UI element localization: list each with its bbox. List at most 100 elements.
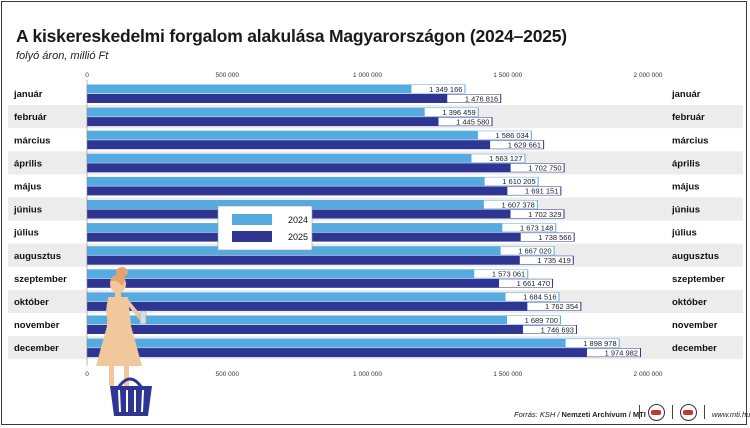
category-label-left: február (14, 112, 47, 123)
category-label-right: március (672, 135, 708, 146)
value-label-2024-9: 1 573 061 (492, 270, 525, 279)
value-label-bg (510, 210, 564, 218)
value-label-2025-5: 1 691 151 (525, 187, 558, 196)
tick-label-top: 1 500 000 (493, 72, 522, 79)
value-label-bg (519, 256, 573, 265)
value-label-2024-8: 1 667 020 (518, 247, 551, 256)
bar-2025-5 (87, 186, 562, 196)
tick-label-top: 0 (85, 72, 89, 79)
bar-2024-7 (87, 223, 557, 233)
category-label-right: június (671, 205, 700, 216)
tick-label-bottom: 1 500 000 (493, 371, 522, 378)
category-label-left: október (14, 297, 49, 308)
category-label-right: január (671, 89, 701, 100)
source-credit: Forrás: KSH / Nemzeti Archívum / MTI (514, 410, 646, 419)
value-label-2024-4: 1 563 127 (489, 154, 522, 163)
bar-2024-2 (87, 107, 479, 117)
value-label-2025-8: 1 735 419 (537, 256, 570, 265)
category-label-right: október (672, 297, 707, 308)
value-label-bg (483, 200, 537, 209)
bar-2025-2 (87, 117, 493, 127)
bar-2024-12 (87, 338, 620, 348)
category-label-right: július (671, 228, 697, 239)
shopping-woman-illustration (96, 267, 147, 386)
category-label-left: március (14, 135, 50, 146)
bar-2025-7 (87, 232, 575, 242)
value-label-2024-1: 1 349 166 (429, 85, 462, 94)
footer-separator (639, 405, 640, 419)
category-label-right: november (672, 320, 718, 331)
value-label-2024-6: 1 607 378 (501, 200, 534, 209)
bar-2025-11 (87, 325, 577, 334)
value-label-2025-9: 1 661 470 (517, 279, 550, 288)
value-label-2025-4: 1 702 750 (528, 164, 561, 173)
tick-label-bottom: 1 000 000 (353, 371, 382, 378)
value-label-bg (527, 302, 581, 311)
category-label-left: május (14, 181, 41, 192)
category-label-right: február (672, 112, 705, 123)
value-label-bg (438, 117, 492, 126)
bar-2025-1 (87, 94, 502, 103)
value-label-bg (499, 279, 553, 288)
bar-2024-8 (87, 246, 555, 256)
category-label-right: december (672, 343, 717, 354)
bar-2024-11 (87, 315, 561, 325)
bar-2024-9 (87, 269, 529, 279)
tick-label-top: 2 000 000 (634, 72, 663, 79)
bar-2024-5 (87, 176, 539, 186)
value-label-bg (490, 140, 544, 149)
chart-subtitle: folyó áron, millió Ft (16, 50, 109, 62)
value-label-bg (586, 348, 640, 357)
mti-logo-icon (648, 404, 665, 421)
value-label-2025-12: 1 974 982 (605, 348, 638, 357)
value-label-bg (522, 325, 576, 334)
value-label-2025-3: 1 629 661 (508, 141, 541, 150)
value-label-bg (565, 339, 619, 348)
bar-2025-10 (87, 301, 582, 311)
value-label-2025-11: 1 746 693 (541, 325, 574, 334)
tick-label-bottom: 500 000 (216, 371, 240, 378)
value-label-bg (500, 246, 554, 255)
category-label-right: május (672, 181, 699, 192)
category-label-left: augusztus (14, 251, 61, 262)
value-label-2025-1: 1 476 816 (465, 94, 498, 103)
category-label-left: december (14, 343, 59, 354)
shopping-basket-icon (110, 377, 152, 416)
value-label-bg (484, 177, 538, 186)
bar-2025-3 (87, 140, 545, 150)
bar-2024-1 (87, 84, 466, 94)
footer-separator (672, 405, 673, 419)
bar-2025-9 (87, 278, 554, 288)
category-label-left: július (13, 228, 39, 239)
value-label-bg (507, 186, 561, 195)
value-label-2025-10: 1 762 354 (545, 302, 578, 311)
legend-label-2024: 2024 (288, 215, 308, 225)
category-label-right: augusztus (672, 251, 719, 262)
category-label-right: szeptember (672, 274, 725, 285)
category-label-left: április (14, 158, 42, 169)
bar-2025-4 (87, 163, 565, 173)
tick-label-top: 1 000 000 (353, 72, 382, 79)
category-label-right: április (672, 158, 700, 169)
value-label-2025-2: 1 445 580 (456, 117, 489, 126)
value-label-2024-7: 1 673 148 (520, 223, 553, 232)
value-label-2024-3: 1 586 034 (496, 131, 529, 140)
value-label-bg (477, 131, 531, 140)
value-label-2024-11: 1 689 700 (525, 316, 558, 325)
category-label-left: szeptember (14, 274, 67, 285)
legend: 2024 2025 (217, 205, 313, 251)
bar-2024-6 (87, 200, 538, 209)
value-label-bg (505, 292, 559, 301)
legend-swatch-2024 (232, 214, 272, 225)
tick-label-bottom: 2 000 000 (634, 371, 663, 378)
value-label-bg (411, 85, 465, 93)
value-label-2024-12: 1 898 978 (583, 339, 616, 348)
archive-logo-icon (680, 404, 697, 421)
bar-2024-10 (87, 292, 560, 302)
value-label-2024-5: 1 610 205 (502, 177, 535, 186)
category-label-left: november (14, 320, 60, 331)
value-label-2024-10: 1 684 516 (523, 293, 556, 302)
value-label-bg (471, 154, 525, 163)
category-label-left: június (13, 205, 42, 216)
